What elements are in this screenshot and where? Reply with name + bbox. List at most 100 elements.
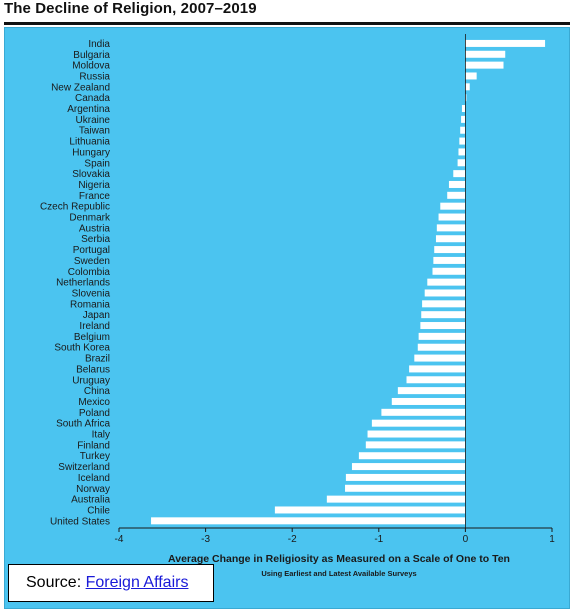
bar-canada [465,94,467,102]
page-title: The Decline of Religion, 2007–2019 [4,0,257,17]
category-label-iceland: Iceland [78,473,110,484]
source-box: Source: Foreign Affairs [8,564,214,602]
bar-czech-republic [440,202,466,210]
category-label-canada: Canada [75,93,110,104]
x-tick-label: -3 [201,534,210,545]
bar-taiwan [460,126,466,134]
category-label-taiwan: Taiwan [79,126,110,137]
category-label-slovenia: Slovenia [72,288,111,299]
bar-portugal [434,246,466,254]
category-label-uruguay: Uruguay [72,375,110,386]
bar-france [447,191,466,199]
bar-moldova [465,61,504,69]
bar-spain [457,159,466,167]
category-label-colombia: Colombia [68,267,111,278]
category-label-lithuania: Lithuania [69,137,110,148]
category-label-belgium: Belgium [74,332,110,343]
category-label-czech-republic: Czech Republic [40,202,110,213]
bar-ukraine [461,115,466,123]
x-axis-sublabel: Using Earliest and Latest Available Surv… [261,569,416,578]
category-label-south-africa: South Africa [56,419,110,430]
category-label-new-zealand: New Zealand [51,82,110,93]
bar-china [397,387,466,395]
bar-slovakia [453,170,466,178]
bar-uruguay [406,376,466,384]
bar-serbia [435,235,466,243]
bar-netherlands [427,278,466,286]
bar-iceland [345,473,466,481]
source-prefix: Source: [26,574,86,591]
category-label-hungary: Hungary [72,147,110,158]
x-tick-label: -1 [374,534,383,545]
category-label-france: France [79,191,111,202]
category-label-denmark: Denmark [69,213,111,224]
bar-austria [436,224,466,232]
bar-slovenia [424,289,466,297]
bar-japan [421,311,466,319]
x-tick-label: 0 [463,534,469,545]
bar-colombia [432,267,466,275]
bar-romania [422,300,466,308]
category-label-ireland: Ireland [79,321,110,332]
bar-hungary [458,148,466,156]
category-label-serbia: Serbia [81,234,110,245]
x-tick-label: 1 [549,534,555,545]
category-label-chile: Chile [87,505,110,516]
bar-switzerland [351,463,466,471]
category-label-austria: Austria [79,223,111,234]
bar-india [465,39,546,47]
bar-turkey [358,452,466,460]
category-label-argentina: Argentina [67,104,110,115]
title-divider [4,22,570,25]
category-label-ukraine: Ukraine [76,115,111,126]
category-label-united-states: United States [50,516,110,527]
category-label-finland: Finland [77,440,110,451]
category-label-turkey: Turkey [80,451,110,462]
category-label-belarus: Belarus [76,364,110,375]
bar-ireland [420,322,466,330]
bar-norway [345,484,466,492]
category-label-australia: Australia [71,495,110,506]
chart-frame: India Bulgaria Moldova Russia New Zealand Can… [4,27,570,609]
category-label-italy: Italy [92,430,110,441]
bar-belarus [409,365,466,373]
bar-nigeria [448,180,466,188]
category-label-spain: Spain [84,158,110,169]
category-label-norway: Norway [76,484,110,495]
category-label-india: India [88,39,110,50]
x-axis-label: Average Change in Religiosity as Measure… [168,553,510,565]
bar-sweden [433,256,466,264]
category-label-nigeria: Nigeria [78,180,110,191]
bar-south-africa [371,419,466,427]
x-tick-label: -4 [115,534,124,545]
bar-russia [465,72,477,80]
bar-mexico [391,397,466,405]
x-tick-label: -2 [288,534,297,545]
bar-argentina [461,105,466,113]
bar-united-states [151,517,466,525]
category-label-china: China [84,386,111,397]
category-label-sweden: Sweden [74,256,110,267]
category-label-portugal: Portugal [73,245,110,256]
bar-south-korea [417,343,466,351]
category-label-bulgaria: Bulgaria [73,50,110,61]
category-label-netherlands: Netherlands [56,278,110,289]
category-label-switzerland: Switzerland [58,462,110,473]
bar-finland [365,441,466,449]
category-label-japan: Japan [83,310,110,321]
category-label-brazil: Brazil [85,354,110,365]
category-label-russia: Russia [79,71,110,82]
category-label-moldova: Moldova [72,61,110,72]
category-label-romania: Romania [70,299,110,310]
source-link[interactable]: Foreign Affairs [85,574,189,591]
bar-lithuania [459,137,466,145]
bar-brazil [414,354,466,362]
bar-australia [326,495,466,503]
bar-chile [274,506,466,514]
category-label-south-korea: South Korea [54,343,110,354]
category-label-mexico: Mexico [78,397,110,408]
bar-belgium [418,332,466,340]
bar-italy [367,430,466,438]
